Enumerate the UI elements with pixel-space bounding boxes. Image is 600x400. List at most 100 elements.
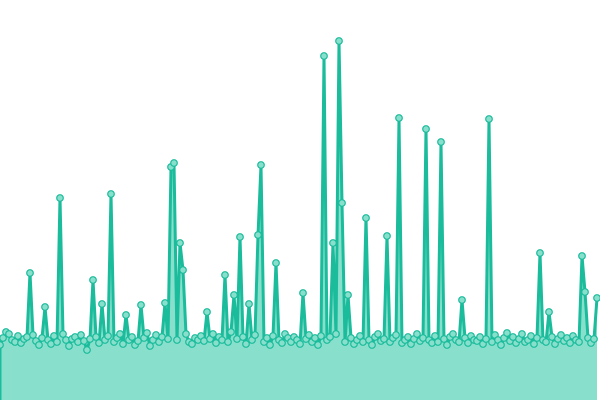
data-point — [104, 332, 112, 340]
data-point — [296, 340, 304, 348]
data-point — [170, 159, 178, 167]
data-point — [305, 331, 313, 339]
data-point — [464, 339, 472, 347]
data-point — [116, 330, 124, 338]
data-point — [362, 214, 370, 222]
data-point — [35, 341, 43, 349]
data-point — [437, 138, 445, 146]
data-point — [590, 335, 598, 343]
data-point — [50, 332, 58, 340]
data-point — [230, 291, 238, 299]
data-point — [314, 341, 322, 349]
data-point — [338, 199, 346, 207]
data-point — [575, 338, 583, 346]
data-point — [26, 269, 34, 277]
data-point — [557, 331, 565, 339]
data-point — [179, 266, 187, 274]
marker-layer — [0, 37, 600, 354]
data-point — [89, 276, 97, 284]
data-point — [122, 311, 130, 319]
data-point — [5, 330, 13, 338]
data-point — [458, 296, 466, 304]
data-point — [368, 341, 376, 349]
data-point — [434, 338, 442, 346]
data-point — [77, 331, 85, 339]
data-point — [266, 341, 274, 349]
data-point — [449, 330, 457, 338]
data-point — [380, 335, 388, 343]
data-point — [221, 271, 229, 279]
data-point — [344, 291, 352, 299]
data-point — [332, 330, 340, 338]
data-point — [209, 330, 217, 338]
data-point — [320, 52, 328, 60]
data-point — [0, 341, 4, 349]
area-fill — [0, 41, 600, 400]
data-point — [29, 331, 37, 339]
data-point — [245, 300, 253, 308]
data-point — [392, 331, 400, 339]
data-point — [56, 194, 64, 202]
data-point — [383, 232, 391, 240]
data-point — [176, 239, 184, 247]
data-point — [518, 330, 526, 338]
data-point — [224, 338, 232, 346]
data-point — [92, 333, 100, 341]
data-point — [413, 330, 421, 338]
data-point — [395, 114, 403, 122]
data-point — [269, 332, 277, 340]
data-point — [485, 115, 493, 123]
data-point — [545, 308, 553, 316]
data-point — [536, 249, 544, 257]
data-point — [65, 342, 73, 350]
data-point — [503, 329, 511, 337]
data-point — [329, 239, 337, 247]
data-point — [257, 161, 265, 169]
data-point — [566, 339, 574, 347]
data-point — [356, 332, 364, 340]
data-point — [581, 288, 589, 296]
data-point — [497, 341, 505, 349]
data-point — [203, 308, 211, 316]
data-point — [137, 301, 145, 309]
data-point — [98, 300, 106, 308]
data-point — [443, 341, 451, 349]
data-point — [173, 336, 181, 344]
data-point — [299, 289, 307, 297]
data-point — [374, 330, 382, 338]
data-point — [134, 337, 142, 345]
data-point — [143, 329, 151, 337]
data-point — [188, 340, 196, 348]
data-point — [41, 303, 49, 311]
area-layer — [0, 41, 600, 400]
data-point — [212, 339, 220, 347]
data-point — [182, 330, 190, 338]
data-point — [542, 338, 550, 346]
data-point — [227, 328, 235, 336]
data-point — [254, 231, 262, 239]
data-point — [455, 338, 463, 346]
data-point — [59, 330, 67, 338]
data-point — [161, 299, 169, 307]
data-point — [95, 339, 103, 347]
data-point — [107, 190, 115, 198]
data-point — [119, 340, 127, 348]
data-point — [593, 294, 600, 302]
data-point — [278, 339, 286, 347]
series-line — [0, 39, 599, 352]
data-point — [83, 346, 91, 354]
data-point — [341, 338, 349, 346]
data-point — [317, 332, 325, 340]
data-point — [431, 332, 439, 340]
data-point — [578, 252, 586, 260]
data-point — [242, 340, 250, 348]
data-point — [530, 340, 538, 348]
data-point — [482, 335, 490, 343]
data-point — [335, 37, 343, 45]
data-point — [0, 334, 7, 342]
data-point — [326, 333, 334, 341]
data-point — [128, 333, 136, 341]
data-point — [239, 333, 247, 341]
data-point — [146, 342, 154, 350]
